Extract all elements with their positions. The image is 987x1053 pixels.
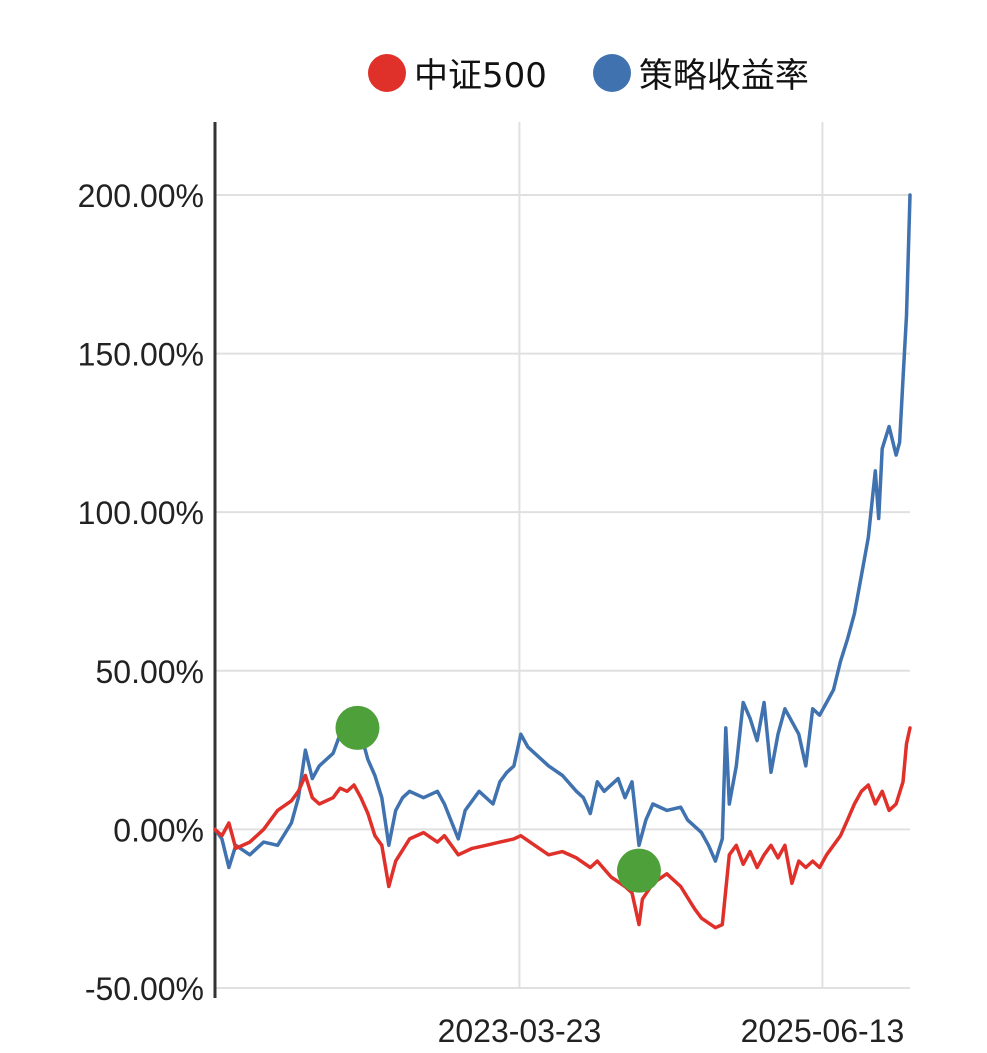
legend-item-csi500[interactable]: 中证500	[368, 48, 547, 97]
event-marker	[616, 848, 661, 893]
series-line-strategy	[213, 193, 912, 870]
y-tick-label: 150.00%	[78, 337, 204, 373]
y-tick-label: 0.00%	[113, 812, 204, 848]
legend-dot-strategy	[592, 53, 631, 92]
x-tick-label: 2025-06-13	[741, 1013, 905, 1049]
y-tick-label: 100.00%	[78, 495, 204, 531]
legend-label-strategy: 策略收益率	[638, 56, 809, 96]
y-tick-label: -50.00%	[85, 971, 204, 1007]
event-marker	[335, 705, 380, 750]
x-tick-label: 2023-03-23	[438, 1013, 602, 1049]
y-tick-label: 50.00%	[95, 654, 204, 690]
legend-label-csi500: 中证500	[414, 56, 547, 96]
legend-item-strategy[interactable]: 策略收益率	[592, 48, 809, 97]
legend-dot-csi500	[368, 53, 406, 92]
chart-legend: 中证500 策略收益率	[368, 48, 855, 97]
y-tick-label: 200.00%	[78, 178, 204, 214]
series-line-csi500	[213, 726, 912, 930]
